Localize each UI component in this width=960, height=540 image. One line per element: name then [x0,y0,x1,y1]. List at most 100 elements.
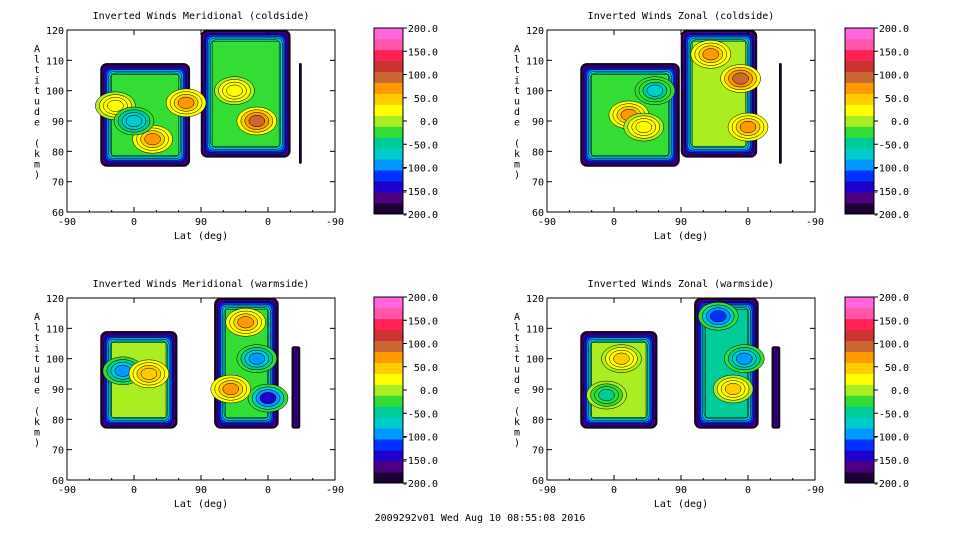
y-axis-label-char: u [34,97,40,108]
colorbar-tick-label: 200.0 [879,24,909,35]
y-axis-label-char: k [514,149,520,160]
colorbar-swatch [374,93,403,105]
colorbar-tick-label: 50.0 [414,363,438,374]
x-tick-label: -90 [806,485,824,496]
y-tick-label: 90 [52,385,64,396]
y-axis-label-char: d [514,107,520,118]
x-tick-label: 0 [265,485,271,496]
colorbar-swatch [845,93,874,105]
y-tick-label: 100 [526,355,544,366]
colorbar-swatch [845,373,874,385]
footer-timestamp: 2009292v01 Wed Aug 10 08:55:08 2016 [374,513,586,524]
plot-area [580,298,781,429]
colorbar-tick-label: -100.0 [402,164,438,175]
colorbar-swatch [374,297,403,309]
colorbar-tick-label: -50.0 [408,140,438,151]
colorbar-tick-label: 150.0 [408,316,438,327]
contour-blob-0-level-3 [613,352,630,365]
y-tick-label: 110 [526,324,544,335]
y-tick-label: 100 [526,87,544,98]
y-axis-label-char: i [34,344,40,355]
chart-title: Inverted Winds Zonal (warmside) [588,279,775,290]
contour-blob-4-level-3 [248,115,266,127]
y-axis-label-char: t [34,65,40,76]
colorbar-swatch [374,60,403,73]
colorbar-swatch [374,192,403,204]
y-tick-label: 60 [52,208,64,219]
y-axis-label-char: ) [34,170,40,181]
y-axis-label-char: l [34,323,40,334]
colorbar-tick-label: -200.0 [873,479,909,490]
colorbar-tick-label: -50.0 [879,409,909,420]
chart-title: Inverted Winds Zonal (coldside) [588,11,775,22]
colorbar-swatch [845,192,874,204]
colorbar-tick-label: 100.0 [879,71,909,82]
colorbar-swatch [845,82,874,94]
x-tick-label: 0 [131,217,137,228]
y-axis-label-char: A [34,312,40,323]
y-axis-label-char: ) [514,170,520,181]
colorbar-swatch [374,373,403,385]
colorbar-swatch [374,439,403,451]
colorbar: 200.0 150.0 100.0 50.0 0.0 -50.0 -100.0 -150.0 -… [373,24,438,221]
colorbar-swatch [845,472,874,484]
y-tick-label: 90 [532,385,544,396]
colorbar-swatch [845,126,874,138]
colorbar-swatch [845,203,874,215]
colorbar-swatch [374,203,403,215]
colorbar-swatch [374,340,403,353]
colorbar-tick-label: 0.0 [891,386,909,397]
x-tick-label: 90 [195,485,207,496]
colorbar-swatch [374,170,403,182]
colorbar-swatch [374,38,403,51]
contour-region-2-edge-0 [299,63,302,164]
contour-blob-2-level-3 [732,72,749,85]
y-axis-label-char: A [514,44,520,55]
x-axis-label: Lat (deg) [654,231,708,242]
contour-blob-0-level-3 [107,99,124,112]
colorbar-tick-label: -50.0 [408,409,438,420]
colorbar-swatch [374,137,403,149]
colorbar-swatch [845,450,874,462]
contour-blob-3-level-3 [125,115,143,127]
y-tick-label: 80 [52,147,64,158]
colorbar-swatch [374,395,403,407]
colorbar-swatch [845,181,874,193]
colorbar-swatch [374,71,403,84]
colorbar-tick-label: -150.0 [873,456,909,467]
colorbar-tick-label: 150.0 [408,47,438,58]
colorbar-swatch [374,307,403,320]
y-axis-label-char: e [34,118,40,129]
contour-region-2-edge-2 [774,349,778,426]
y-axis-label-char: l [514,323,520,334]
y-tick-label: 90 [52,117,64,128]
x-tick-label: 90 [195,217,207,228]
y-tick-label: 110 [526,56,544,67]
contour-blob-2-level-3 [237,316,254,329]
colorbar-tick-label: -150.0 [402,456,438,467]
chart-title: Inverted Winds Meridional (warmside) [93,279,310,290]
x-tick-label: 90 [675,485,687,496]
y-axis-label-char: t [34,333,40,344]
x-tick-label: -90 [538,485,556,496]
colorbar-swatch [845,417,874,429]
colorbar-tick-label: 200.0 [408,293,438,304]
colorbar: 200.0 150.0 100.0 50.0 0.0 -50.0 -100.0 -150.0 -… [844,24,909,221]
contour-blob-4-level-3 [259,392,277,405]
contour-blob-3-level-3 [702,48,720,61]
y-axis-label-char: ( [34,407,40,418]
colorbar-swatch [374,417,403,429]
colorbar-swatch [845,307,874,320]
colorbar-swatch [374,318,403,331]
colorbar-swatch [845,115,874,127]
colorbar-tick-label: -150.0 [402,187,438,198]
x-tick-label: 0 [611,217,617,228]
y-axis-label-char: t [514,86,520,97]
y-axis-label-char: A [34,44,40,55]
colorbar-tick-label: -100.0 [873,433,909,444]
colorbar-tick-label: 0.0 [420,117,438,128]
y-axis-label-char: ) [34,438,40,449]
y-tick-label: 110 [46,56,64,67]
plot-area [95,30,302,167]
colorbar-tick-label: 0.0 [420,386,438,397]
